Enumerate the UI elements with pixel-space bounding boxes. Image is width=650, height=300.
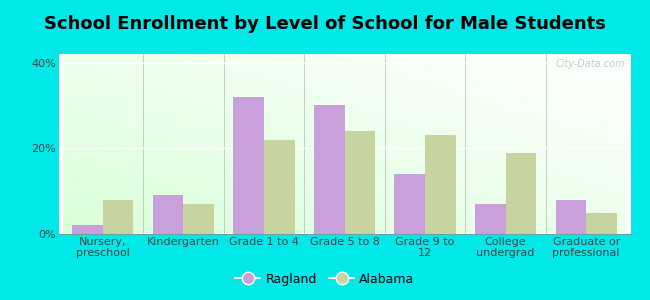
Bar [72,225,103,234]
Text: School Enrollment by Level of School for Male Students: School Enrollment by Level of School for… [44,15,606,33]
Bar [264,140,294,234]
Legend: Ragland, Alabama: Ragland, Alabama [231,268,419,291]
Bar [475,204,506,234]
Bar [103,200,133,234]
Bar [556,200,586,234]
Text: City-Data.com: City-Data.com [555,59,625,69]
Bar [395,174,425,234]
Bar [425,135,456,234]
Bar [233,97,264,234]
Bar [314,105,344,234]
Bar [506,153,536,234]
Bar [153,195,183,234]
Bar [586,213,617,234]
Bar [183,204,214,234]
Bar [344,131,375,234]
